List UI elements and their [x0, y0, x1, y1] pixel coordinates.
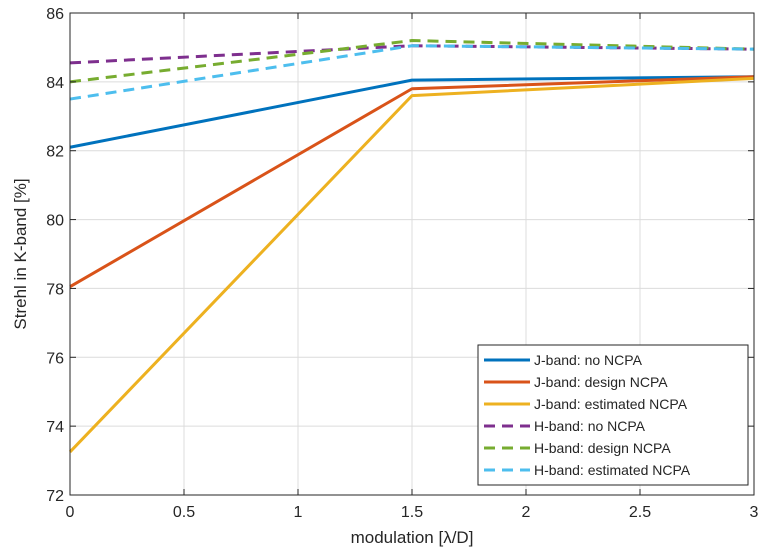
- y-tick-label: 74: [46, 419, 64, 436]
- y-tick-label: 84: [46, 75, 64, 92]
- x-axis-title: modulation [λ/D]: [351, 528, 474, 547]
- y-tick-label: 76: [46, 350, 64, 367]
- legend-box: [477, 344, 749, 486]
- x-tick-label: 3: [750, 504, 759, 521]
- x-tick-label: 1.5: [401, 504, 423, 521]
- legend: J-band: no NCPA J-band: design NCPA J-band…: [477, 344, 749, 486]
- x-tick-label: 0.5: [173, 504, 195, 521]
- x-tick-label: 1: [294, 504, 303, 521]
- legend-label-2: J-band: design NCPA: [534, 374, 668, 390]
- y-tick-label: 72: [46, 488, 64, 505]
- y-tick-label: 80: [46, 213, 64, 230]
- series-line-6: [69, 44, 755, 101]
- legend-label-3: J-band: estimated NCPA: [534, 396, 688, 412]
- y-axis-title: Strehl in K-band [%]: [11, 178, 30, 329]
- legend-label-1: J-band: no NCPA: [534, 352, 643, 368]
- x-tick-label: 2.5: [629, 504, 651, 521]
- series-line-1: [69, 75, 755, 149]
- y-tick-label: 82: [46, 144, 64, 161]
- x-tick-label: 2: [522, 504, 531, 521]
- x-tick-label: 0: [66, 504, 75, 521]
- series-line-2: [69, 75, 755, 289]
- series-line-5: [69, 39, 755, 84]
- axis-ticks: 0 0.5 1 1.5 2 2.5 3 72 74 76 78 80 82 84 86: [46, 6, 758, 521]
- series-layer: [68, 39, 755, 454]
- legend-label-6: H-band: estimated NCPA: [534, 462, 691, 478]
- legend-label-5: H-band: design NCPA: [534, 440, 671, 456]
- legend-label-4: H-band: no NCPA: [534, 418, 646, 434]
- y-tick-label: 78: [46, 281, 64, 298]
- y-tick-label: 86: [46, 6, 64, 23]
- series-line-3: [68, 76, 755, 454]
